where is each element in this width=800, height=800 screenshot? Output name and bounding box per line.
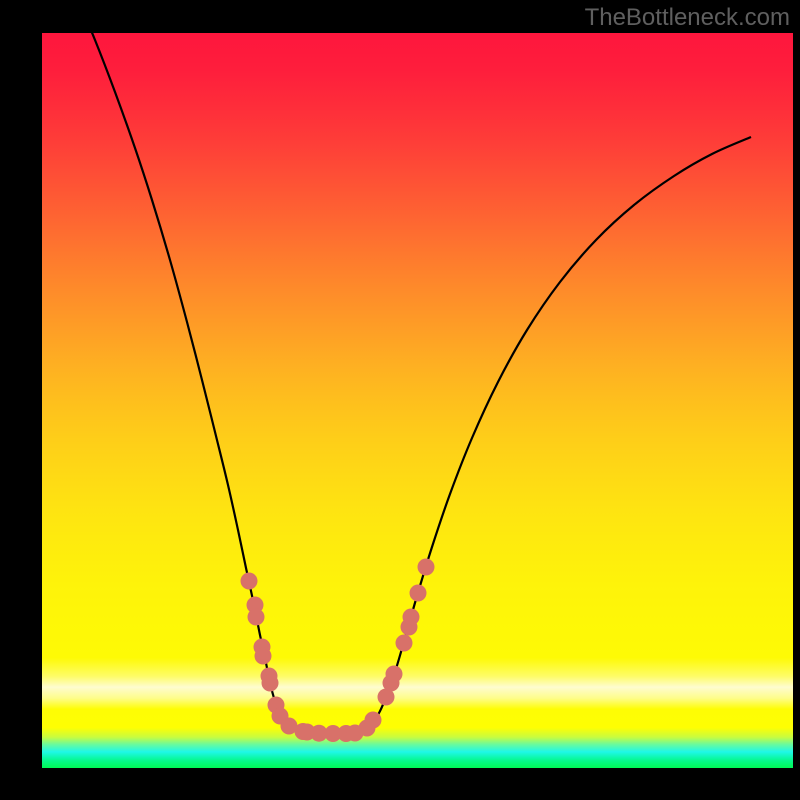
curve-marker: [418, 559, 435, 576]
curve-marker: [262, 675, 279, 692]
curve-marker: [396, 635, 413, 652]
chart-background: [42, 33, 793, 768]
curve-marker: [403, 609, 420, 626]
curve-marker: [241, 573, 258, 590]
curve-marker: [255, 648, 272, 665]
chart-frame: [42, 33, 793, 768]
curve-marker: [386, 666, 403, 683]
watermark-text: TheBottleneck.com: [585, 4, 790, 32]
bottleneck-chart: [42, 33, 793, 768]
curve-marker: [410, 585, 427, 602]
curve-marker: [365, 712, 382, 729]
curve-marker: [248, 609, 265, 626]
